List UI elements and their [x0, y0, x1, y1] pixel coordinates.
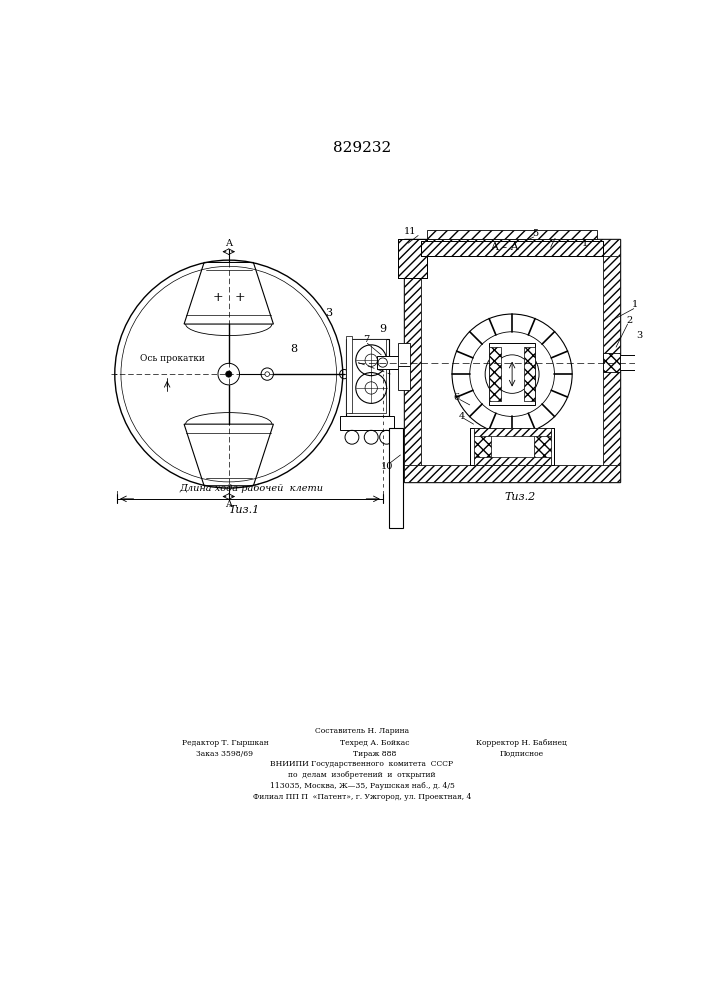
Text: 3: 3 [325, 308, 332, 318]
Text: 6: 6 [454, 393, 460, 402]
Circle shape [493, 355, 532, 393]
Text: Τиз.1: Τиз.1 [228, 505, 259, 515]
Polygon shape [184, 262, 274, 324]
Text: 2: 2 [626, 316, 632, 325]
Ellipse shape [637, 351, 657, 374]
Text: 9: 9 [379, 324, 386, 334]
Bar [389, 428, 403, 528]
Circle shape [226, 371, 232, 377]
Bar [474, 430, 491, 463]
Text: Тираж 888: Тираж 888 [354, 750, 397, 758]
Text: A: A [226, 239, 232, 248]
Text: 4: 4 [459, 412, 465, 421]
Text: Техред А. Бойкас: Техред А. Бойкас [340, 739, 410, 747]
Text: 7: 7 [363, 335, 369, 344]
Circle shape [265, 372, 269, 376]
Bar [404, 256, 421, 465]
Bar [489, 347, 501, 401]
Bar [398, 343, 411, 366]
Bar [398, 239, 428, 278]
Bar [469, 428, 554, 465]
Bar [620, 355, 662, 370]
Bar [524, 347, 535, 401]
Text: Длина хода рабочей  клети: Длина хода рабочей клети [180, 483, 324, 493]
Bar [340, 416, 395, 430]
Bar [474, 457, 551, 465]
Text: ВНИИПИ Государственного  комитета  СССР: ВНИИПИ Государственного комитета СССР [270, 760, 453, 768]
Text: 11: 11 [404, 227, 416, 236]
Bar [349, 339, 386, 413]
Bar [421, 241, 603, 256]
Bar [421, 241, 603, 256]
Bar [603, 256, 620, 465]
Text: Составитель Н. Ларина: Составитель Н. Ларина [315, 727, 409, 735]
Bar [603, 353, 620, 372]
Text: 10: 10 [381, 462, 394, 471]
Text: Филиал ПП П  «Патент», г. Ужгород, ул. Проектная, 4: Филиал ПП П «Патент», г. Ужгород, ул. Пр… [253, 793, 471, 801]
Bar [474, 428, 551, 436]
Text: 3: 3 [636, 331, 642, 340]
Text: Редактор Т. Гыршкан: Редактор Т. Гыршкан [182, 739, 268, 747]
Text: по  делам  изобретений  и  открытий: по делам изобретений и открытий [288, 771, 436, 779]
Text: A – A: A – A [490, 242, 519, 252]
Text: Τиз.2: Τиз.2 [504, 492, 535, 502]
Text: 1: 1 [632, 300, 638, 309]
Text: 1: 1 [582, 239, 588, 248]
Text: 113035, Москва, Ж—35, Раушская наб., д. 4/5: 113035, Москва, Ж—35, Раушская наб., д. … [269, 782, 455, 790]
Bar [534, 430, 551, 463]
Bar [428, 230, 597, 239]
Text: Заказ 3598/69: Заказ 3598/69 [197, 750, 253, 758]
Text: +: + [234, 291, 245, 304]
Text: 829232: 829232 [333, 141, 391, 155]
Bar [404, 465, 620, 482]
Bar [404, 239, 620, 482]
Bar [489, 343, 535, 405]
Text: 5: 5 [532, 229, 538, 238]
Bar [398, 239, 428, 278]
Text: Ось прокатки: Ось прокатки [140, 354, 205, 363]
Text: +: + [213, 291, 223, 304]
Text: 8: 8 [291, 344, 298, 354]
Text: A: A [226, 500, 232, 509]
Bar [346, 339, 389, 416]
Bar [421, 256, 603, 465]
Text: Корректор Н. Бабинец: Корректор Н. Бабинец [476, 739, 567, 747]
Text: /: / [551, 237, 555, 247]
Bar [398, 366, 411, 389]
Bar [469, 428, 554, 465]
Text: Подписное: Подписное [499, 750, 544, 758]
Polygon shape [184, 424, 274, 486]
Bar [378, 356, 404, 369]
Bar [404, 239, 620, 256]
Bar [346, 336, 352, 413]
